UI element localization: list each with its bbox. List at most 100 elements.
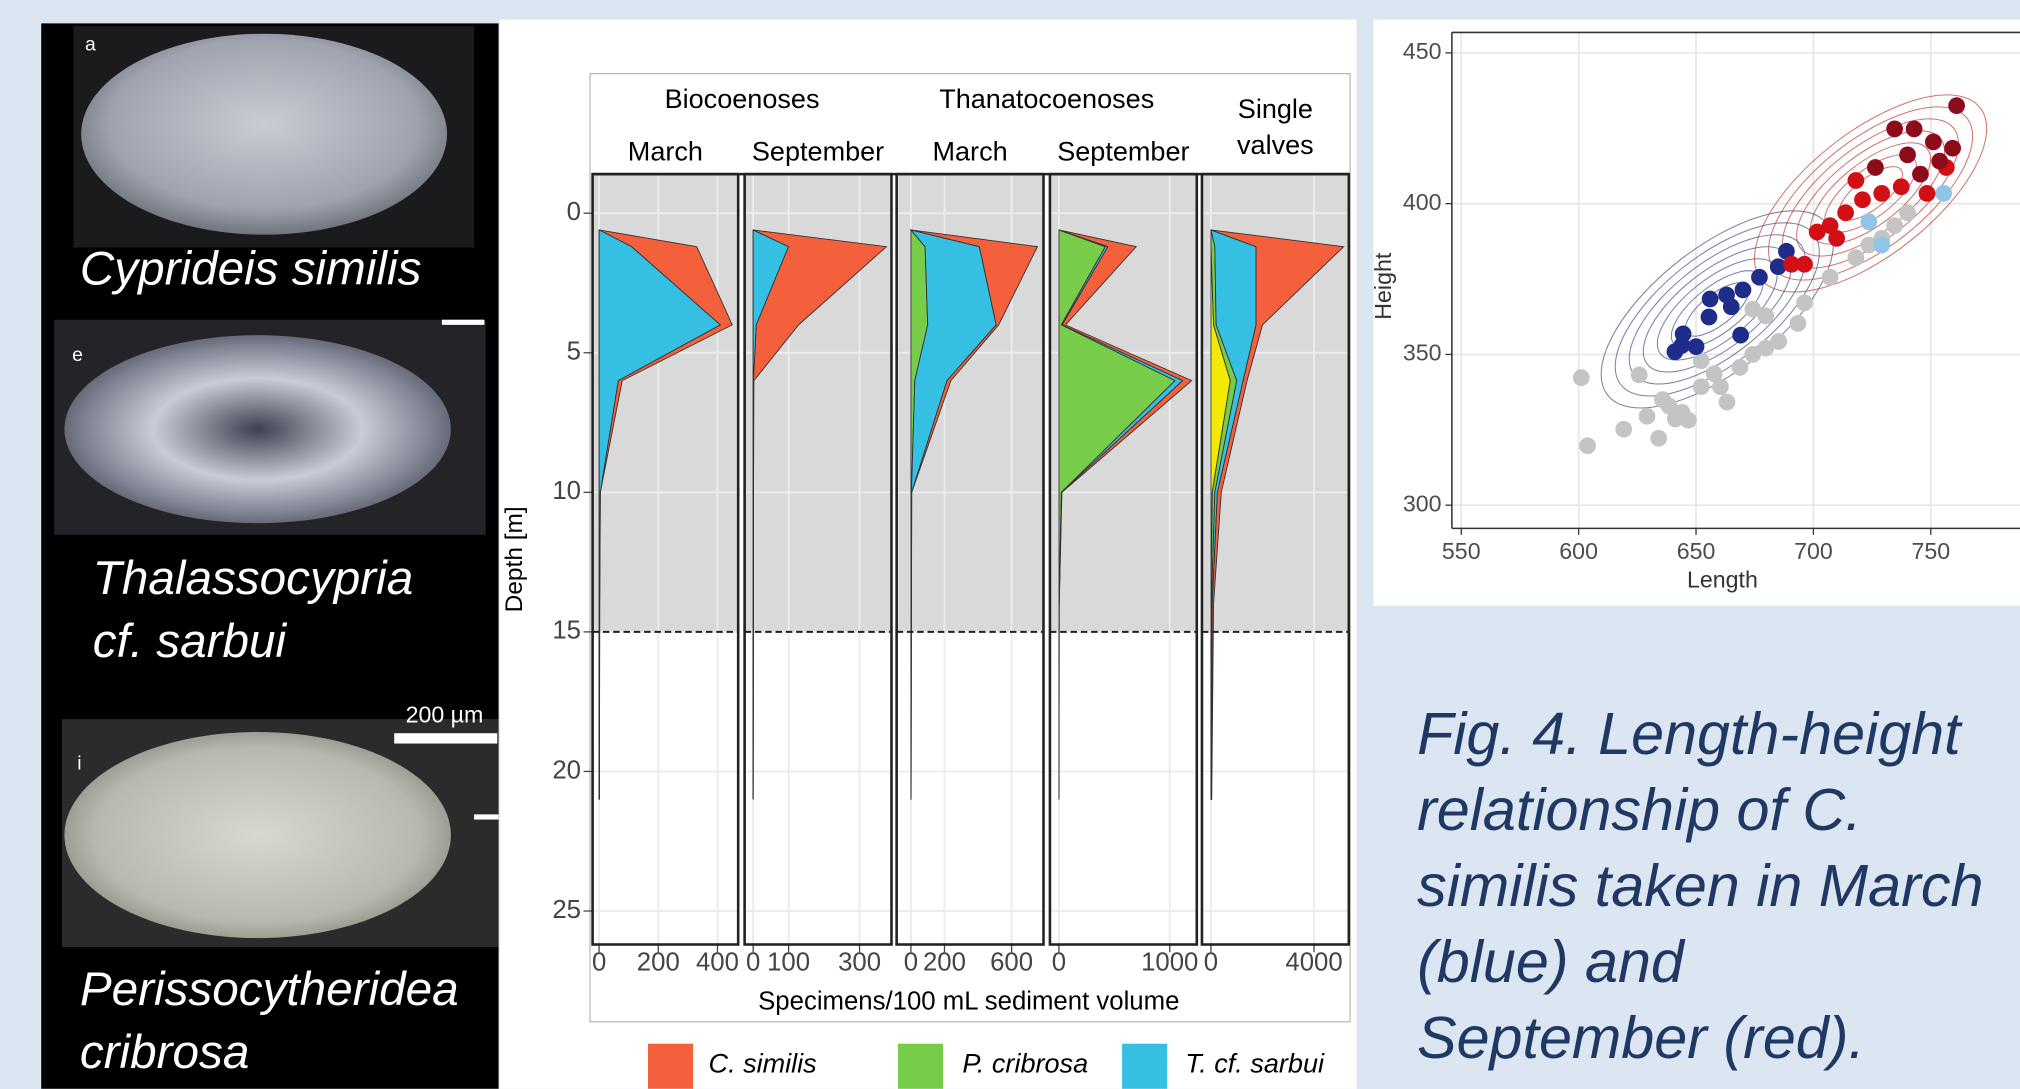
x-tick-label: 400	[696, 949, 739, 977]
species-name: Thalassocypria	[93, 552, 414, 605]
y-axis-title: Height	[1370, 252, 1396, 320]
shell-a	[81, 34, 447, 235]
poster-canvas: 200 µm aCyprideis similiseThalassocypria…	[0, 0, 2020, 1089]
figure-caption: relationship of C.	[1417, 776, 1862, 843]
photo-letter: a	[85, 34, 96, 55]
scatter-point	[1732, 327, 1749, 344]
y-tick-label: 450	[1403, 38, 1442, 64]
scatter-point	[1719, 394, 1736, 411]
scatter-point	[1701, 309, 1718, 326]
x-tick-label: 300	[838, 949, 881, 977]
x-tick-label: 550	[1442, 538, 1481, 564]
scatter-point	[1712, 378, 1729, 395]
scatter-point	[1790, 315, 1807, 332]
x-tick-label: 750	[1911, 538, 1950, 564]
species-name: Perissocytheridea	[80, 963, 459, 1016]
y-tick-label: 15	[552, 617, 581, 645]
x-axis-title: Length	[1687, 566, 1758, 592]
scatter-point	[1615, 421, 1632, 438]
figure-caption: Fig. 4. Length-height	[1417, 700, 1963, 767]
legend-swatch	[898, 1044, 943, 1089]
group-label: Thanatocoenoses	[939, 84, 1154, 114]
x-tick-label: 1000	[1141, 949, 1198, 977]
scatter-point	[1893, 178, 1910, 195]
panel-label: March	[932, 137, 1007, 167]
x-tick-label: 100	[767, 949, 810, 977]
panel-label: September	[1057, 137, 1189, 167]
legend-swatch	[648, 1044, 693, 1089]
group-label: Single	[1238, 94, 1313, 124]
x-tick-label: 600	[990, 949, 1033, 977]
scatter-point	[1912, 166, 1929, 183]
x-tick-label: 200	[637, 949, 680, 977]
scatter-point	[1631, 367, 1648, 384]
scatter-point	[1873, 185, 1890, 202]
x-tick-label: 0	[904, 949, 918, 977]
x-tick-label: 600	[1559, 538, 1598, 564]
scatter-point	[1573, 369, 1590, 386]
scatter-point	[1935, 185, 1952, 202]
scatter-point	[1650, 430, 1667, 447]
scale-bar-label: 200 µm	[406, 702, 484, 728]
species-name: cf. sarbui	[93, 615, 288, 668]
legend-label: P. cribrosa	[962, 1049, 1088, 1079]
x-tick-label: 0	[746, 949, 760, 977]
figure-caption: September (red).	[1417, 1004, 1865, 1071]
scatter-point	[1919, 185, 1936, 202]
panel-label: March	[628, 137, 703, 167]
legend-label: C. similis	[709, 1049, 817, 1079]
scatter-point	[1848, 172, 1865, 189]
scatter-point	[1796, 294, 1813, 311]
y-tick-label: 300	[1403, 490, 1442, 516]
scatter-point	[1639, 408, 1656, 425]
x-tick-label: 200	[923, 949, 966, 977]
scatter-point	[1899, 204, 1916, 221]
scatter-point	[1735, 282, 1752, 299]
legend-label: T. cf. sarbui	[1185, 1049, 1325, 1079]
scatter-point	[1906, 121, 1923, 138]
figure-caption: similis taken in March	[1417, 852, 1983, 919]
scatter-point	[1732, 359, 1749, 376]
scale-bar	[442, 320, 485, 325]
scatter-point	[1886, 217, 1903, 234]
x-tick-label: 650	[1677, 538, 1716, 564]
scatter-point	[1848, 249, 1865, 266]
scatter-point	[1867, 159, 1884, 176]
x-tick-label: 0	[1052, 949, 1066, 977]
scatter-point	[1723, 298, 1740, 315]
y-tick-label: 20	[552, 756, 581, 784]
scatter-point	[1944, 140, 1961, 157]
scatter-point	[1688, 338, 1705, 355]
scale-bar	[474, 814, 498, 819]
scatter-point	[1757, 307, 1774, 324]
poster: 200 µm aCyprideis similiseThalassocypria…	[0, 0, 2020, 1089]
scatter-point	[1854, 191, 1871, 208]
scatter-point	[1680, 412, 1697, 429]
species-name: cribrosa	[80, 1026, 250, 1079]
scatter-point	[1931, 153, 1948, 170]
figure-caption: (blue) and	[1417, 928, 1686, 995]
group-label: valves	[1237, 130, 1314, 160]
y-tick-label: 10	[552, 477, 581, 505]
shell-i	[64, 732, 450, 938]
scatter-point	[1828, 230, 1845, 247]
scatter-point	[1693, 378, 1710, 395]
scatter-point	[1899, 146, 1916, 163]
scatter-point	[1837, 204, 1854, 221]
scatter-point	[1925, 133, 1942, 150]
y-tick-label: 350	[1403, 340, 1442, 366]
panel-label: September	[752, 137, 884, 167]
scatter-point	[1886, 121, 1903, 138]
scatter-point	[1822, 269, 1839, 286]
scatter-point	[1770, 333, 1787, 350]
photo-letter: i	[77, 753, 81, 774]
scale-bar	[394, 733, 497, 743]
x-tick-label: 4000	[1285, 949, 1342, 977]
scatter-point	[1667, 343, 1684, 360]
y-axis-title: Depth [m]	[501, 506, 528, 612]
scatter-point	[1751, 269, 1768, 286]
y-tick-label: 5	[567, 338, 581, 366]
scatter-point	[1860, 213, 1877, 230]
scatter-point	[1702, 291, 1719, 308]
legend-swatch	[1122, 1044, 1167, 1089]
